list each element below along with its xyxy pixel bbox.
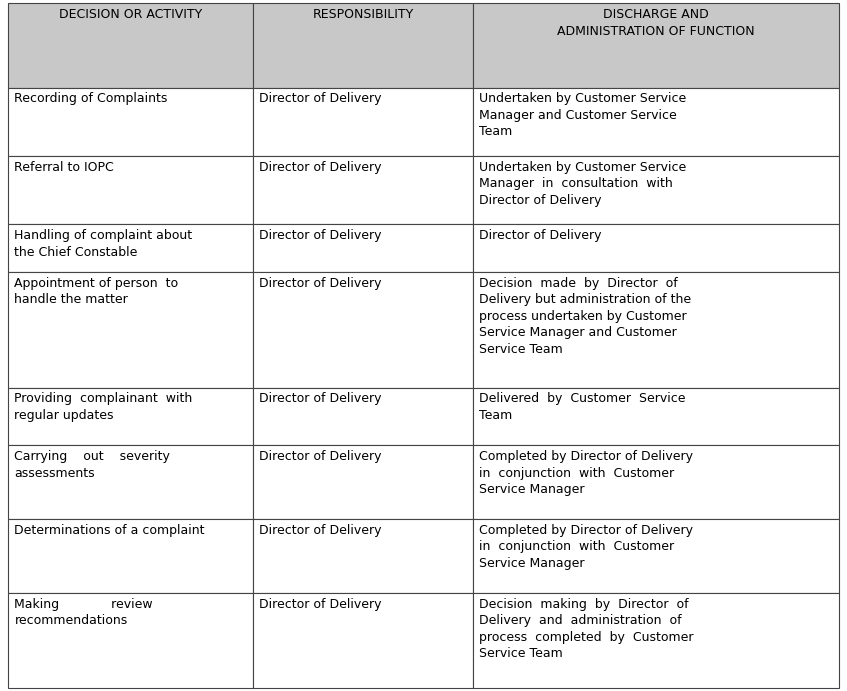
- Bar: [8, 519, 253, 593]
- Text: Decision  made  by  Director  of
Delivery but administration of the
process unde: Decision made by Director of Delivery bu…: [479, 276, 691, 356]
- Text: Carrying    out    severity
assessments: Carrying out severity assessments: [14, 451, 170, 480]
- Bar: [8, 88, 253, 156]
- Text: Completed by Director of Delivery
in  conjunction  with  Customer
Service Manage: Completed by Director of Delivery in con…: [479, 524, 693, 570]
- Text: RESPONSIBILITY: RESPONSIBILITY: [313, 8, 414, 21]
- Text: Director of Delivery: Director of Delivery: [259, 524, 382, 537]
- Bar: [253, 3, 473, 88]
- Text: Providing  complainant  with
regular updates: Providing complainant with regular updat…: [14, 392, 192, 422]
- Bar: [473, 593, 839, 688]
- Bar: [253, 88, 473, 156]
- Text: Director of Delivery: Director of Delivery: [259, 93, 382, 106]
- Bar: [473, 519, 839, 593]
- Text: Referral to IOPC: Referral to IOPC: [14, 161, 114, 174]
- Text: Director of Delivery: Director of Delivery: [479, 229, 601, 243]
- Bar: [8, 272, 253, 388]
- Text: Determinations of a complaint: Determinations of a complaint: [14, 524, 205, 537]
- Bar: [8, 225, 253, 272]
- Text: Director of Delivery: Director of Delivery: [259, 392, 382, 406]
- Bar: [473, 446, 839, 519]
- Bar: [473, 388, 839, 446]
- Text: Appointment of person  to
handle the matter: Appointment of person to handle the matt…: [14, 276, 179, 306]
- Bar: [253, 156, 473, 225]
- Text: Decision  making  by  Director  of
Delivery  and  administration  of
process  co: Decision making by Director of Delivery …: [479, 598, 694, 660]
- Bar: [253, 593, 473, 688]
- Text: Director of Delivery: Director of Delivery: [259, 598, 382, 611]
- Bar: [473, 225, 839, 272]
- Text: Recording of Complaints: Recording of Complaints: [14, 93, 168, 106]
- Text: Undertaken by Customer Service
Manager  in  consultation  with
Director of Deliv: Undertaken by Customer Service Manager i…: [479, 161, 686, 207]
- Bar: [473, 3, 839, 88]
- Bar: [253, 388, 473, 446]
- Bar: [8, 446, 253, 519]
- Bar: [253, 519, 473, 593]
- Text: Making             review
recommendations: Making review recommendations: [14, 598, 153, 627]
- Text: DECISION OR ACTIVITY: DECISION OR ACTIVITY: [59, 8, 202, 21]
- Bar: [253, 446, 473, 519]
- Bar: [8, 593, 253, 688]
- Bar: [8, 156, 253, 225]
- Bar: [473, 156, 839, 225]
- Text: Handling of complaint about
the Chief Constable: Handling of complaint about the Chief Co…: [14, 229, 192, 259]
- Bar: [253, 225, 473, 272]
- Bar: [473, 88, 839, 156]
- Bar: [8, 388, 253, 446]
- Text: Undertaken by Customer Service
Manager and Customer Service
Team: Undertaken by Customer Service Manager a…: [479, 93, 686, 138]
- Text: Delivered  by  Customer  Service
Team: Delivered by Customer Service Team: [479, 392, 686, 422]
- Text: Director of Delivery: Director of Delivery: [259, 161, 382, 174]
- Text: Director of Delivery: Director of Delivery: [259, 229, 382, 243]
- Text: DISCHARGE AND
ADMINISTRATION OF FUNCTION: DISCHARGE AND ADMINISTRATION OF FUNCTION: [557, 8, 755, 38]
- Text: Director of Delivery: Director of Delivery: [259, 451, 382, 464]
- Text: Director of Delivery: Director of Delivery: [259, 276, 382, 290]
- Text: Completed by Director of Delivery
in  conjunction  with  Customer
Service Manage: Completed by Director of Delivery in con…: [479, 451, 693, 496]
- Bar: [473, 272, 839, 388]
- Bar: [253, 272, 473, 388]
- Bar: [8, 3, 253, 88]
